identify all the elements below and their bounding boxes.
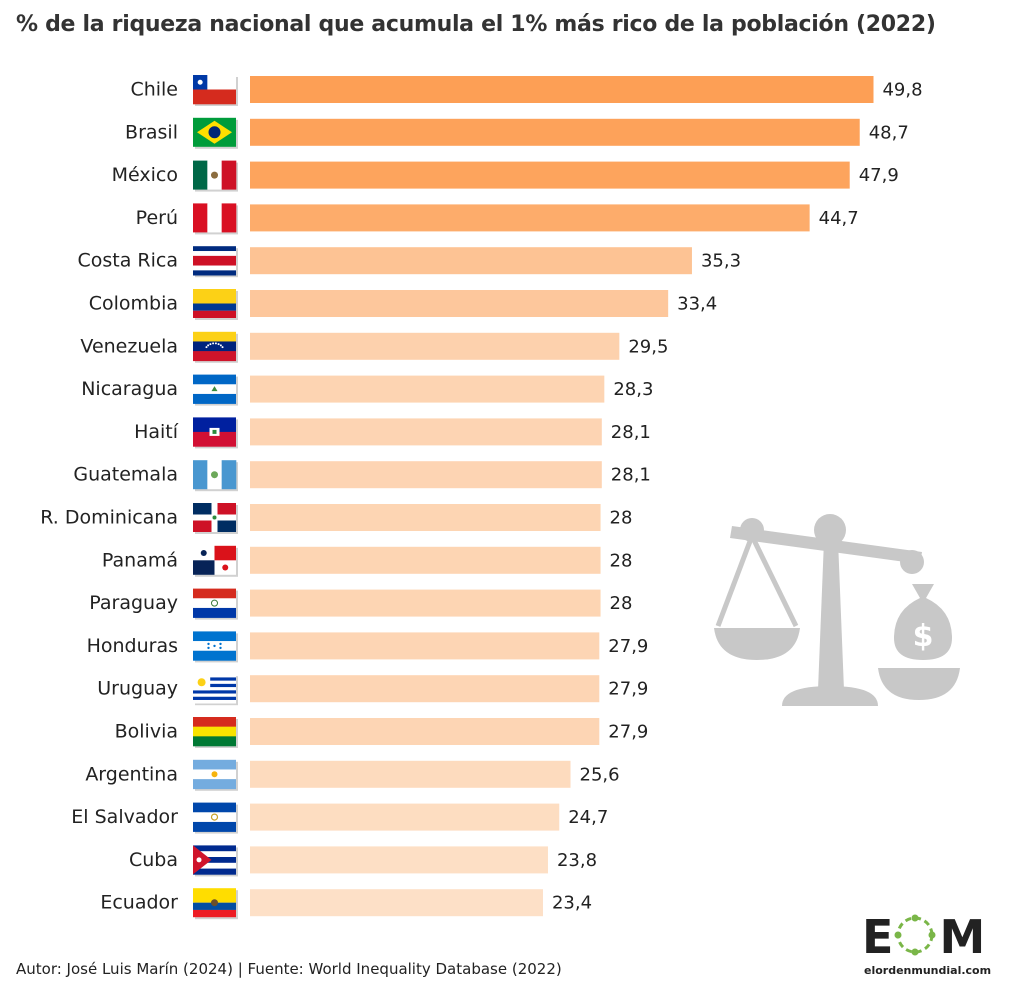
category-label-ecuador: Ecuador [100, 892, 178, 914]
bar-chile [250, 76, 874, 103]
category-label-argentina: Argentina [85, 763, 178, 785]
chile-flag-icon [193, 75, 238, 106]
bar-brasil [250, 118, 860, 146]
category-label-el-salvador: El Salvador [71, 806, 178, 828]
value-label-guatemala: 28,1 [611, 465, 651, 486]
logo-letter-m: M [939, 910, 985, 964]
bar-argentina [250, 760, 571, 788]
category-label-honduras: Honduras [87, 635, 178, 657]
svg-text:$: $ [913, 619, 934, 654]
value-label-bolivia: 27,9 [608, 722, 648, 743]
scale-with-money-bag-icon: $ [714, 514, 960, 706]
logo-globe-icon [894, 914, 936, 956]
value-label-brasil: 48,7 [869, 122, 909, 143]
value-label-nicaragua: 28,3 [613, 379, 653, 400]
eom-logo[interactable]: E M elordenmundial.com [862, 910, 1012, 985]
bar-costa-rica [250, 247, 692, 275]
logo-letters: E M [862, 910, 985, 964]
guatemala-flag-icon [193, 460, 238, 492]
bar-guatemala [250, 461, 602, 489]
argentina-flag-icon [193, 759, 238, 791]
value-label-haiti: 28,1 [611, 422, 651, 443]
bar-honduras [250, 632, 600, 660]
panama-flag-icon [193, 545, 238, 577]
value-label-ecuador: 23,4 [552, 893, 592, 914]
bar-cuba [250, 846, 548, 874]
paraguay-flag-icon [193, 588, 238, 620]
value-label-uruguay: 27,9 [608, 679, 648, 700]
bar-colombia [250, 290, 669, 317]
value-label-cuba: 23,8 [557, 850, 597, 871]
venezuela-flag-icon [193, 331, 238, 363]
el-salvador-flag-icon [193, 802, 238, 834]
bar-nicaragua [250, 375, 605, 403]
bar-mexico [250, 161, 850, 189]
bar-peru [250, 204, 810, 232]
category-label-costa-rica: Costa Rica [78, 250, 179, 272]
bar-r-dominicana [250, 504, 601, 531]
bar-chart: Chile 49,8 Brasil 48,7 México 47,9 Perú 44,7 Cos… [40, 75, 923, 920]
honduras-flag-icon [193, 631, 238, 663]
value-label-costa-rica: 35,3 [701, 251, 741, 272]
category-label-mexico: México [112, 164, 178, 186]
logo-url: elordenmundial.com [864, 964, 992, 977]
value-label-panama: 28 [610, 550, 633, 571]
category-label-peru: Perú [136, 207, 178, 229]
category-label-cuba: Cuba [129, 849, 178, 871]
cuba-flag-icon [193, 845, 238, 877]
haiti-flag-icon [193, 417, 238, 449]
bar-paraguay [250, 589, 601, 617]
category-label-uruguay: Uruguay [97, 678, 178, 700]
value-label-argentina: 25,6 [580, 764, 620, 785]
nicaragua-flag-icon [193, 374, 238, 406]
peru-flag-icon [193, 203, 238, 235]
bar-haiti [250, 418, 602, 446]
category-label-panama: Panamá [102, 549, 178, 571]
category-label-venezuela: Venezuela [80, 335, 178, 357]
dominican-republic-flag-icon [193, 503, 238, 534]
value-label-chile: 49,8 [882, 80, 922, 101]
value-label-r-dominicana: 28 [610, 508, 633, 529]
value-label-paraguay: 28 [610, 593, 633, 614]
bar-ecuador [250, 889, 543, 917]
category-label-paraguay: Paraguay [89, 592, 178, 614]
ecuador-flag-icon [193, 888, 238, 920]
category-label-haiti: Haití [134, 421, 179, 443]
value-label-honduras: 27,9 [608, 636, 648, 657]
bar-panama [250, 546, 601, 574]
category-label-chile: Chile [130, 79, 178, 101]
bar-venezuela [250, 332, 620, 360]
category-label-nicaragua: Nicaragua [81, 378, 178, 400]
costa-rica-flag-icon [193, 246, 238, 278]
mexico-flag-icon [193, 160, 238, 192]
uruguay-flag-icon [193, 674, 238, 706]
category-label-colombia: Colombia [89, 293, 178, 315]
value-label-mexico: 47,9 [859, 165, 899, 186]
chart-title: % de la riqueza nacional que acumula el … [16, 12, 936, 37]
bar-el-salvador [250, 803, 560, 831]
source-credit: Autor: José Luis Marín (2024) | Fuente: … [16, 960, 562, 978]
value-label-colombia: 33,4 [677, 294, 717, 315]
brazil-flag-icon [193, 117, 238, 149]
bar-bolivia [250, 718, 600, 745]
colombia-flag-icon [193, 289, 238, 320]
category-label-brasil: Brasil [125, 121, 178, 143]
category-label-r-dominicana: R. Dominicana [40, 507, 178, 529]
bolivia-flag-icon [193, 717, 238, 748]
value-label-el-salvador: 24,7 [568, 807, 608, 828]
category-label-bolivia: Bolivia [115, 721, 178, 743]
category-label-guatemala: Guatemala [73, 464, 178, 486]
logo-letter-e: E [862, 910, 893, 964]
value-label-venezuela: 29,5 [628, 336, 668, 357]
value-label-peru: 44,7 [819, 208, 859, 229]
bar-uruguay [250, 675, 600, 703]
